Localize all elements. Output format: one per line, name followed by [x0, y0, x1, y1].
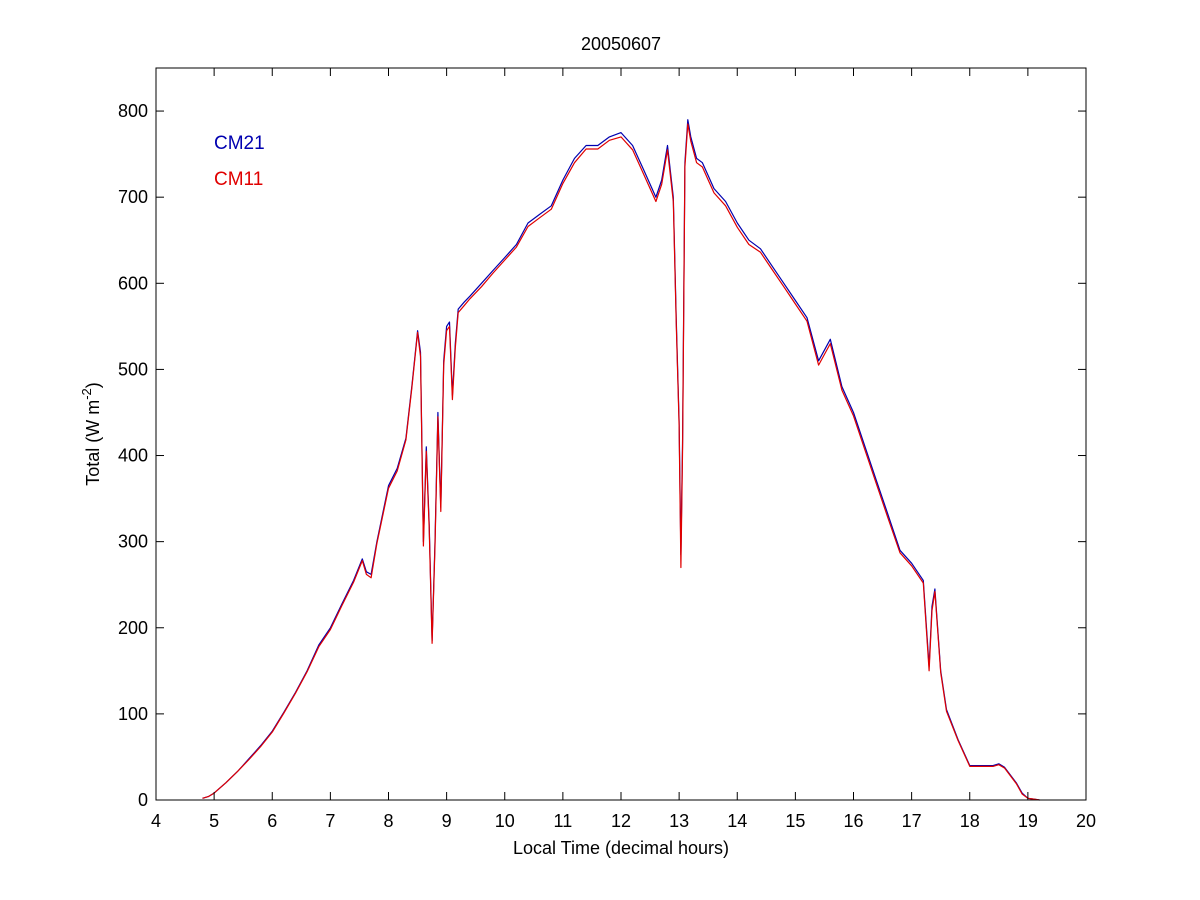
- x-tick-label: 14: [727, 811, 747, 831]
- legend-entry-cm21: CM21: [214, 133, 265, 154]
- y-tick-label: 500: [118, 359, 148, 379]
- y-axis-title-suffix: ): [83, 382, 103, 388]
- x-tick-label: 12: [611, 811, 631, 831]
- y-tick-label: 600: [118, 273, 148, 293]
- x-tick-label: 5: [209, 811, 219, 831]
- x-tick-label: 9: [442, 811, 452, 831]
- x-tick-label: 10: [495, 811, 515, 831]
- y-axis-title: Total (W m-2): [79, 382, 103, 486]
- series-layer: [202, 119, 1040, 801]
- y-axis: 0 100 200 300 400 500 600 700 800: [118, 101, 1086, 810]
- y-tick-label: 300: [118, 532, 148, 552]
- chart-title: 20050607: [581, 34, 661, 54]
- x-tick-label: 20: [1076, 811, 1096, 831]
- y-tick-label: 200: [118, 618, 148, 638]
- legend-entry-cm11: CM11: [214, 169, 263, 190]
- legend: CM21 CM11: [214, 133, 265, 190]
- x-axis: 4 5 6 7 8 9 10 11 12 13 14 15 16 17 18 19 20: [151, 68, 1096, 831]
- series-line-cm11: [202, 123, 1040, 801]
- x-tick-label: 17: [902, 811, 922, 831]
- x-tick-label: 7: [325, 811, 335, 831]
- x-tick-label: 6: [267, 811, 277, 831]
- y-tick-label: 700: [118, 187, 148, 207]
- x-tick-label: 8: [383, 811, 393, 831]
- x-tick-label: 15: [785, 811, 805, 831]
- x-axis-title: Local Time (decimal hours): [513, 838, 729, 858]
- y-axis-title-prefix: Total (W m: [83, 400, 103, 486]
- x-tick-label: 18: [960, 811, 980, 831]
- x-tick-label: 4: [151, 811, 161, 831]
- x-tick-label: 16: [843, 811, 863, 831]
- y-tick-label: 400: [118, 446, 148, 466]
- x-tick-label: 13: [669, 811, 689, 831]
- x-tick-label: 11: [554, 811, 573, 831]
- y-axis-title-superscript: -2: [79, 388, 94, 400]
- y-tick-label: 0: [138, 790, 148, 810]
- y-tick-label: 800: [118, 101, 148, 121]
- x-tick-label: 19: [1018, 811, 1038, 831]
- y-tick-label: 100: [118, 704, 148, 724]
